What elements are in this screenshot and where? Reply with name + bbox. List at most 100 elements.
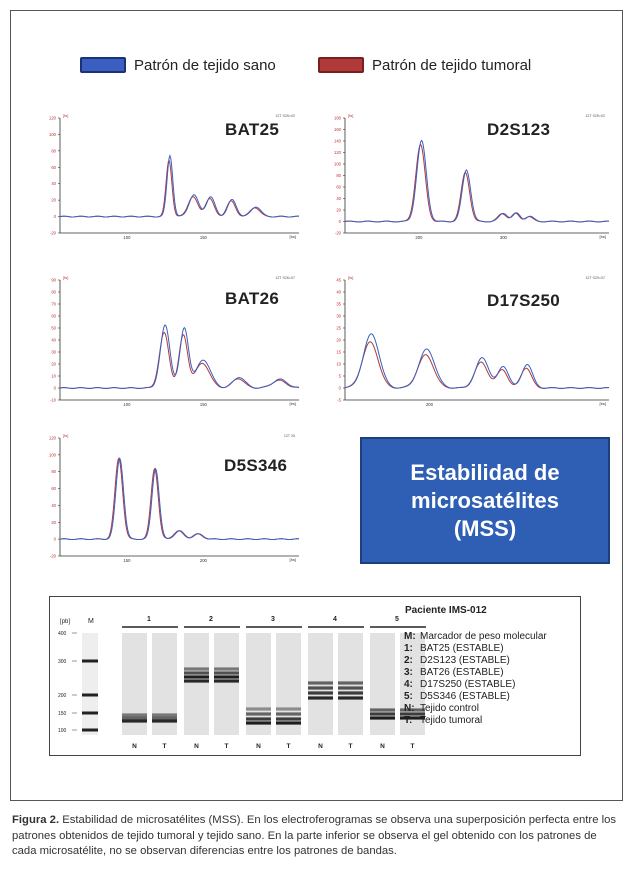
electropherogram-d5s346: 120 100 80 60 40 20 0 -20 [fs] [bs] 150 200 12T 25	[40, 430, 305, 568]
x-tick-label: 150	[200, 402, 208, 407]
electropherogram-d17s250: 45 40 35 30 25 20 15 10 5 0 -5 [fs] [bs] 200 12T S29=0…	[325, 272, 615, 412]
gel-key-code: 3:	[404, 667, 413, 678]
gel-unit-label: [pb]	[60, 619, 70, 625]
mss-line3: (MSS)	[453, 515, 517, 541]
lane-group-label: 4	[333, 616, 337, 623]
electropherogram-bat26: 90 80 70 60 50 40 30 20 10 0 -10 [fs] [bs] 100 150 12T …	[40, 272, 305, 412]
gel-band	[308, 686, 333, 690]
lane-label: N	[380, 743, 385, 750]
y-tick-label: 20	[51, 520, 56, 525]
gel-band	[184, 679, 209, 683]
electropherogram-d2s123: 180 160 140 120 100 80 60 40 20 0 -20 [fs] [bs] 200 30…	[325, 110, 615, 245]
figure-caption: Figura 2. Estabilidad de microsatélites …	[12, 813, 624, 860]
ladder-tick-label: 100	[58, 728, 67, 734]
y-tick-label: 120	[49, 116, 57, 121]
electropherogram-svg: 45 40 35 30 25 20 15 10 5 0 -5 [fs] [bs] 200 12T S29=0…	[336, 275, 610, 407]
x-unit-label: [bs]	[600, 401, 606, 406]
y-tick-label: 100	[49, 452, 57, 457]
gel-key-desc: D17S250 (ESTABLE)	[420, 679, 516, 690]
y-unit-label: [fs]	[63, 275, 68, 280]
gel-lane	[214, 633, 239, 735]
gel-lane	[184, 633, 209, 735]
gel-image: [pb] M 400 300 200 150 100 1 N T 2 N T 3 N T 4 N T 5 N T	[58, 616, 426, 750]
y-tick-label: 40	[336, 290, 341, 295]
gel-band	[338, 686, 363, 690]
gel-key-row: 4: D17S250 (ESTABLE)	[404, 679, 515, 690]
legend-healthy: Patrón de tejido sano	[80, 53, 276, 77]
ladder-band	[82, 693, 98, 697]
figure-frame	[10, 10, 623, 801]
gel-band	[184, 671, 209, 675]
gel-key-row: 1: BAT25 (ESTABLE)	[404, 643, 504, 654]
healthy-trace	[59, 324, 300, 389]
x-tick-label: 100	[123, 402, 131, 407]
y-tick-label: 80	[51, 290, 56, 295]
y-tick-label: 10	[51, 374, 56, 379]
x-unit-label: [bs]	[290, 557, 296, 562]
y-tick-label: 120	[49, 436, 57, 441]
gel-key-desc: BAT26 (ESTABLE)	[420, 667, 504, 678]
run-code: 12T S26=07	[275, 276, 295, 280]
gel-band	[214, 671, 239, 675]
y-tick-label: 180	[334, 116, 342, 121]
gel-band	[308, 681, 333, 685]
legend-healthy-label: Patrón de tejido sano	[134, 56, 276, 74]
gel-band	[184, 667, 209, 671]
gel-key-code: 2:	[404, 655, 413, 666]
y-tick-label: 20	[51, 198, 56, 203]
y-tick-label: 0	[339, 219, 342, 224]
ladder-tick-label: 200	[58, 693, 67, 699]
y-tick-label: 15	[336, 350, 341, 355]
gel-band	[184, 675, 209, 679]
y-tick-label: 20	[336, 208, 341, 213]
healthy-trace	[344, 333, 610, 389]
y-unit-label: [fs]	[348, 275, 353, 280]
lane-group-label: 1	[147, 616, 151, 623]
lane-label: N	[256, 743, 261, 750]
y-tick-label: 0	[54, 537, 57, 542]
caption-text: Estabilidad de microsatélites (MSS). En …	[12, 814, 617, 857]
gel-band	[338, 696, 363, 700]
y-tick-label: 100	[49, 132, 57, 137]
gel-band	[122, 716, 147, 720]
electropherogram-bat25: 120 100 80 60 40 20 0 -20 [fs] [bs] 100 150 12T S25=…	[40, 110, 305, 245]
gel-key-desc: Marcador de peso molecular	[420, 631, 547, 642]
x-tick-label: 100	[123, 235, 131, 240]
healthy-trace	[344, 139, 610, 223]
gel-panel: [pb] M 400 300 200 150 100 1 N T 2 N T 3 N T 4 N T 5 N T Paci…	[49, 596, 581, 756]
y-tick-label: 30	[336, 314, 341, 319]
gel-key-row: 5: D5S346 (ESTABLE)	[404, 691, 510, 702]
gel-key-row: T: Tejido tumoral	[404, 715, 482, 726]
ladder-tick-label: 400	[58, 631, 67, 637]
gel-band	[370, 712, 395, 716]
gel-key-row: 3: BAT26 (ESTABLE)	[404, 667, 504, 678]
gel-band	[214, 679, 239, 683]
y-unit-label: [fs]	[63, 113, 68, 118]
gel-band	[370, 716, 395, 720]
electropherogram-svg: 120 100 80 60 40 20 0 -20 [fs] [bs] 100 150 12T S25=…	[49, 113, 300, 240]
gel-key-desc: D2S123 (ESTABLE)	[420, 655, 510, 666]
mss-box: Estabilidad de microsatélites (MSS)	[360, 437, 610, 564]
y-tick-label: 45	[336, 278, 341, 283]
gel-band	[214, 675, 239, 679]
gel-key-row: 2: D2S123 (ESTABLE)	[404, 655, 510, 666]
marker-title-d17s250: D17S250	[487, 291, 560, 310]
gel-band	[214, 667, 239, 671]
legend-tumor-swatch	[318, 57, 364, 73]
gel-band	[276, 707, 301, 711]
ladder-band	[82, 711, 98, 715]
run-code: 12T S25=02	[275, 114, 295, 118]
y-tick-label: -5	[337, 398, 341, 403]
gel-band	[246, 707, 271, 711]
y-tick-label: 80	[336, 173, 341, 178]
ladder-band	[82, 728, 98, 732]
x-unit-label: [bs]	[290, 234, 296, 239]
y-tick-label: 20	[336, 338, 341, 343]
gel-band	[246, 717, 271, 721]
y-tick-label: -10	[50, 398, 57, 403]
gel-key-desc: D5S346 (ESTABLE)	[420, 691, 510, 702]
lane-label: T	[163, 743, 167, 750]
gel-band	[246, 721, 271, 725]
